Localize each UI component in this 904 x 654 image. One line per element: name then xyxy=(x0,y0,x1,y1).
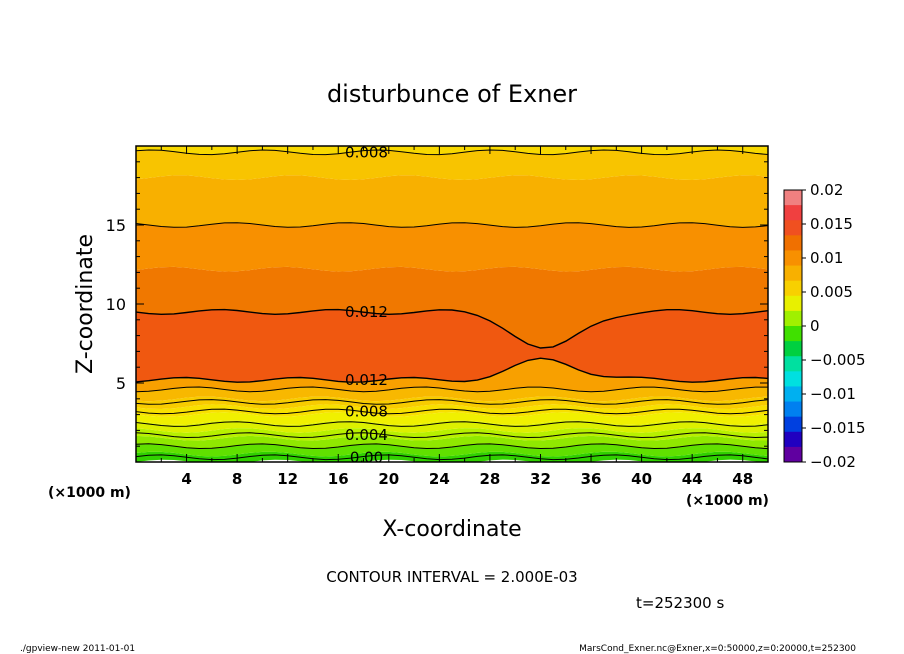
colorbar-label: 0.005 xyxy=(810,283,853,301)
contour-line-2 xyxy=(136,432,768,439)
colorbar-swatch xyxy=(784,250,802,267)
colorbar-label: 0.01 xyxy=(810,249,843,267)
contour-band-0 xyxy=(136,451,768,462)
time-text: t=252300 s xyxy=(636,594,724,612)
x-tick-label: 24 xyxy=(429,470,450,488)
x-axis-label: X-coordinate xyxy=(382,517,521,542)
contour-lines xyxy=(136,149,768,461)
y-axis: 5 10 15 xyxy=(106,161,768,447)
x-tick-label: 12 xyxy=(277,470,298,488)
contour-band-2 xyxy=(136,435,768,449)
contour-label-0: 0.008 xyxy=(345,143,388,161)
contour-label-1: 0.012 xyxy=(345,303,388,321)
contour-band-14 xyxy=(136,150,768,180)
y-axis-unit: (×1000 m) xyxy=(48,485,131,501)
y-tick-label: 10 xyxy=(106,295,126,314)
colorbar-swatch xyxy=(784,295,802,312)
colorbar-swatch xyxy=(784,235,802,251)
contour-band-5 xyxy=(136,412,768,425)
x-tick-label: 8 xyxy=(232,470,242,488)
colorbar-swatch xyxy=(784,326,802,342)
colorbar-label: −0.01 xyxy=(810,385,856,403)
x-tick-label: 40 xyxy=(631,470,652,488)
contour-band-9 xyxy=(136,358,768,392)
colorbar-swatch xyxy=(784,190,802,206)
colorbar-swatch xyxy=(784,386,802,403)
contour-line-5 xyxy=(136,399,768,405)
x-tick-label: 28 xyxy=(479,470,500,488)
y-axis-label: Z-coordinate xyxy=(73,234,98,374)
contour-label-3: 0.008 xyxy=(345,402,388,420)
contour-band-11 xyxy=(136,266,768,348)
chart-title: disturbunce of Exner xyxy=(327,80,577,108)
y-tick-label: 5 xyxy=(116,374,126,393)
contour-band-13 xyxy=(136,175,768,228)
x-tick-label: 32 xyxy=(530,470,551,488)
colorbar-swatch xyxy=(784,205,802,221)
y-tick-label: 15 xyxy=(106,216,126,235)
x-axis: 4 8 12 16 20 24 28 32 36 40 44 48 xyxy=(160,146,753,488)
contour-label-2: 0.012 xyxy=(345,371,388,389)
x-axis-unit: (×1000 m) xyxy=(686,493,769,509)
x-tick-label: 36 xyxy=(581,470,602,488)
colorbar-swatch xyxy=(784,431,802,448)
contour-line-7 xyxy=(136,357,768,383)
contour-band-15 xyxy=(136,146,768,155)
contour-line-4 xyxy=(136,408,768,415)
contour-band-12 xyxy=(136,222,768,272)
contour-line-0 xyxy=(136,454,768,461)
colorbar-swatch xyxy=(784,341,802,357)
colorbar-swatch xyxy=(784,310,802,327)
x-tick-label: 16 xyxy=(328,470,349,488)
contour-interval-text: CONTOUR INTERVAL = 2.000E-03 xyxy=(326,568,577,586)
colorbar-label: 0.015 xyxy=(810,215,853,233)
contour-line-1 xyxy=(136,443,768,450)
colorbar-label: −0.005 xyxy=(810,351,866,369)
contour-band-10 xyxy=(136,309,768,383)
footer-right: MarsCond_Exner.nc@Exner,x=0:50000,z=0:20… xyxy=(579,644,856,654)
contour-line-3 xyxy=(136,421,768,427)
contour-line-10 xyxy=(136,149,768,156)
contour-label-5: 0.00 xyxy=(350,448,383,466)
colorbar: 0.02 0.015 0.01 0.005 0 −0.005 −0.01 −0.015 −0.0… xyxy=(783,181,866,471)
contour-line-8 xyxy=(136,308,768,349)
colorbar-swatch xyxy=(784,356,802,372)
x-tick-label: 44 xyxy=(682,470,703,488)
contour-label-4: 0.004 xyxy=(345,426,388,444)
contour-band-7 xyxy=(136,396,768,409)
colorbar-swatch xyxy=(784,416,802,433)
colorbar-swatch xyxy=(784,265,802,282)
footer-left: ./gpview-new 2011-01-01 xyxy=(20,644,135,654)
colorbar-label: −0.02 xyxy=(810,453,856,471)
x-tick-label: 4 xyxy=(181,470,191,488)
contour-band-4 xyxy=(136,420,768,433)
colorbar-swatch xyxy=(784,371,802,387)
colorbar-swatch xyxy=(784,446,802,463)
x-tick-label: 48 xyxy=(732,470,753,488)
colorbar-swatch xyxy=(784,220,802,236)
colorbar-label: 0 xyxy=(810,317,820,335)
contour-line-6 xyxy=(136,386,768,393)
plot-area: 0.008 0.012 0.012 0.008 0.004 0.00 xyxy=(135,143,769,466)
colorbar-swatch xyxy=(784,401,802,418)
colorbar-label: −0.015 xyxy=(810,419,866,437)
filled-contours xyxy=(136,146,768,462)
x-tick-label: 20 xyxy=(378,470,399,488)
colorbar-label: 0.02 xyxy=(810,181,843,199)
contour-line-9 xyxy=(136,222,768,228)
colorbar-swatch xyxy=(784,280,802,297)
